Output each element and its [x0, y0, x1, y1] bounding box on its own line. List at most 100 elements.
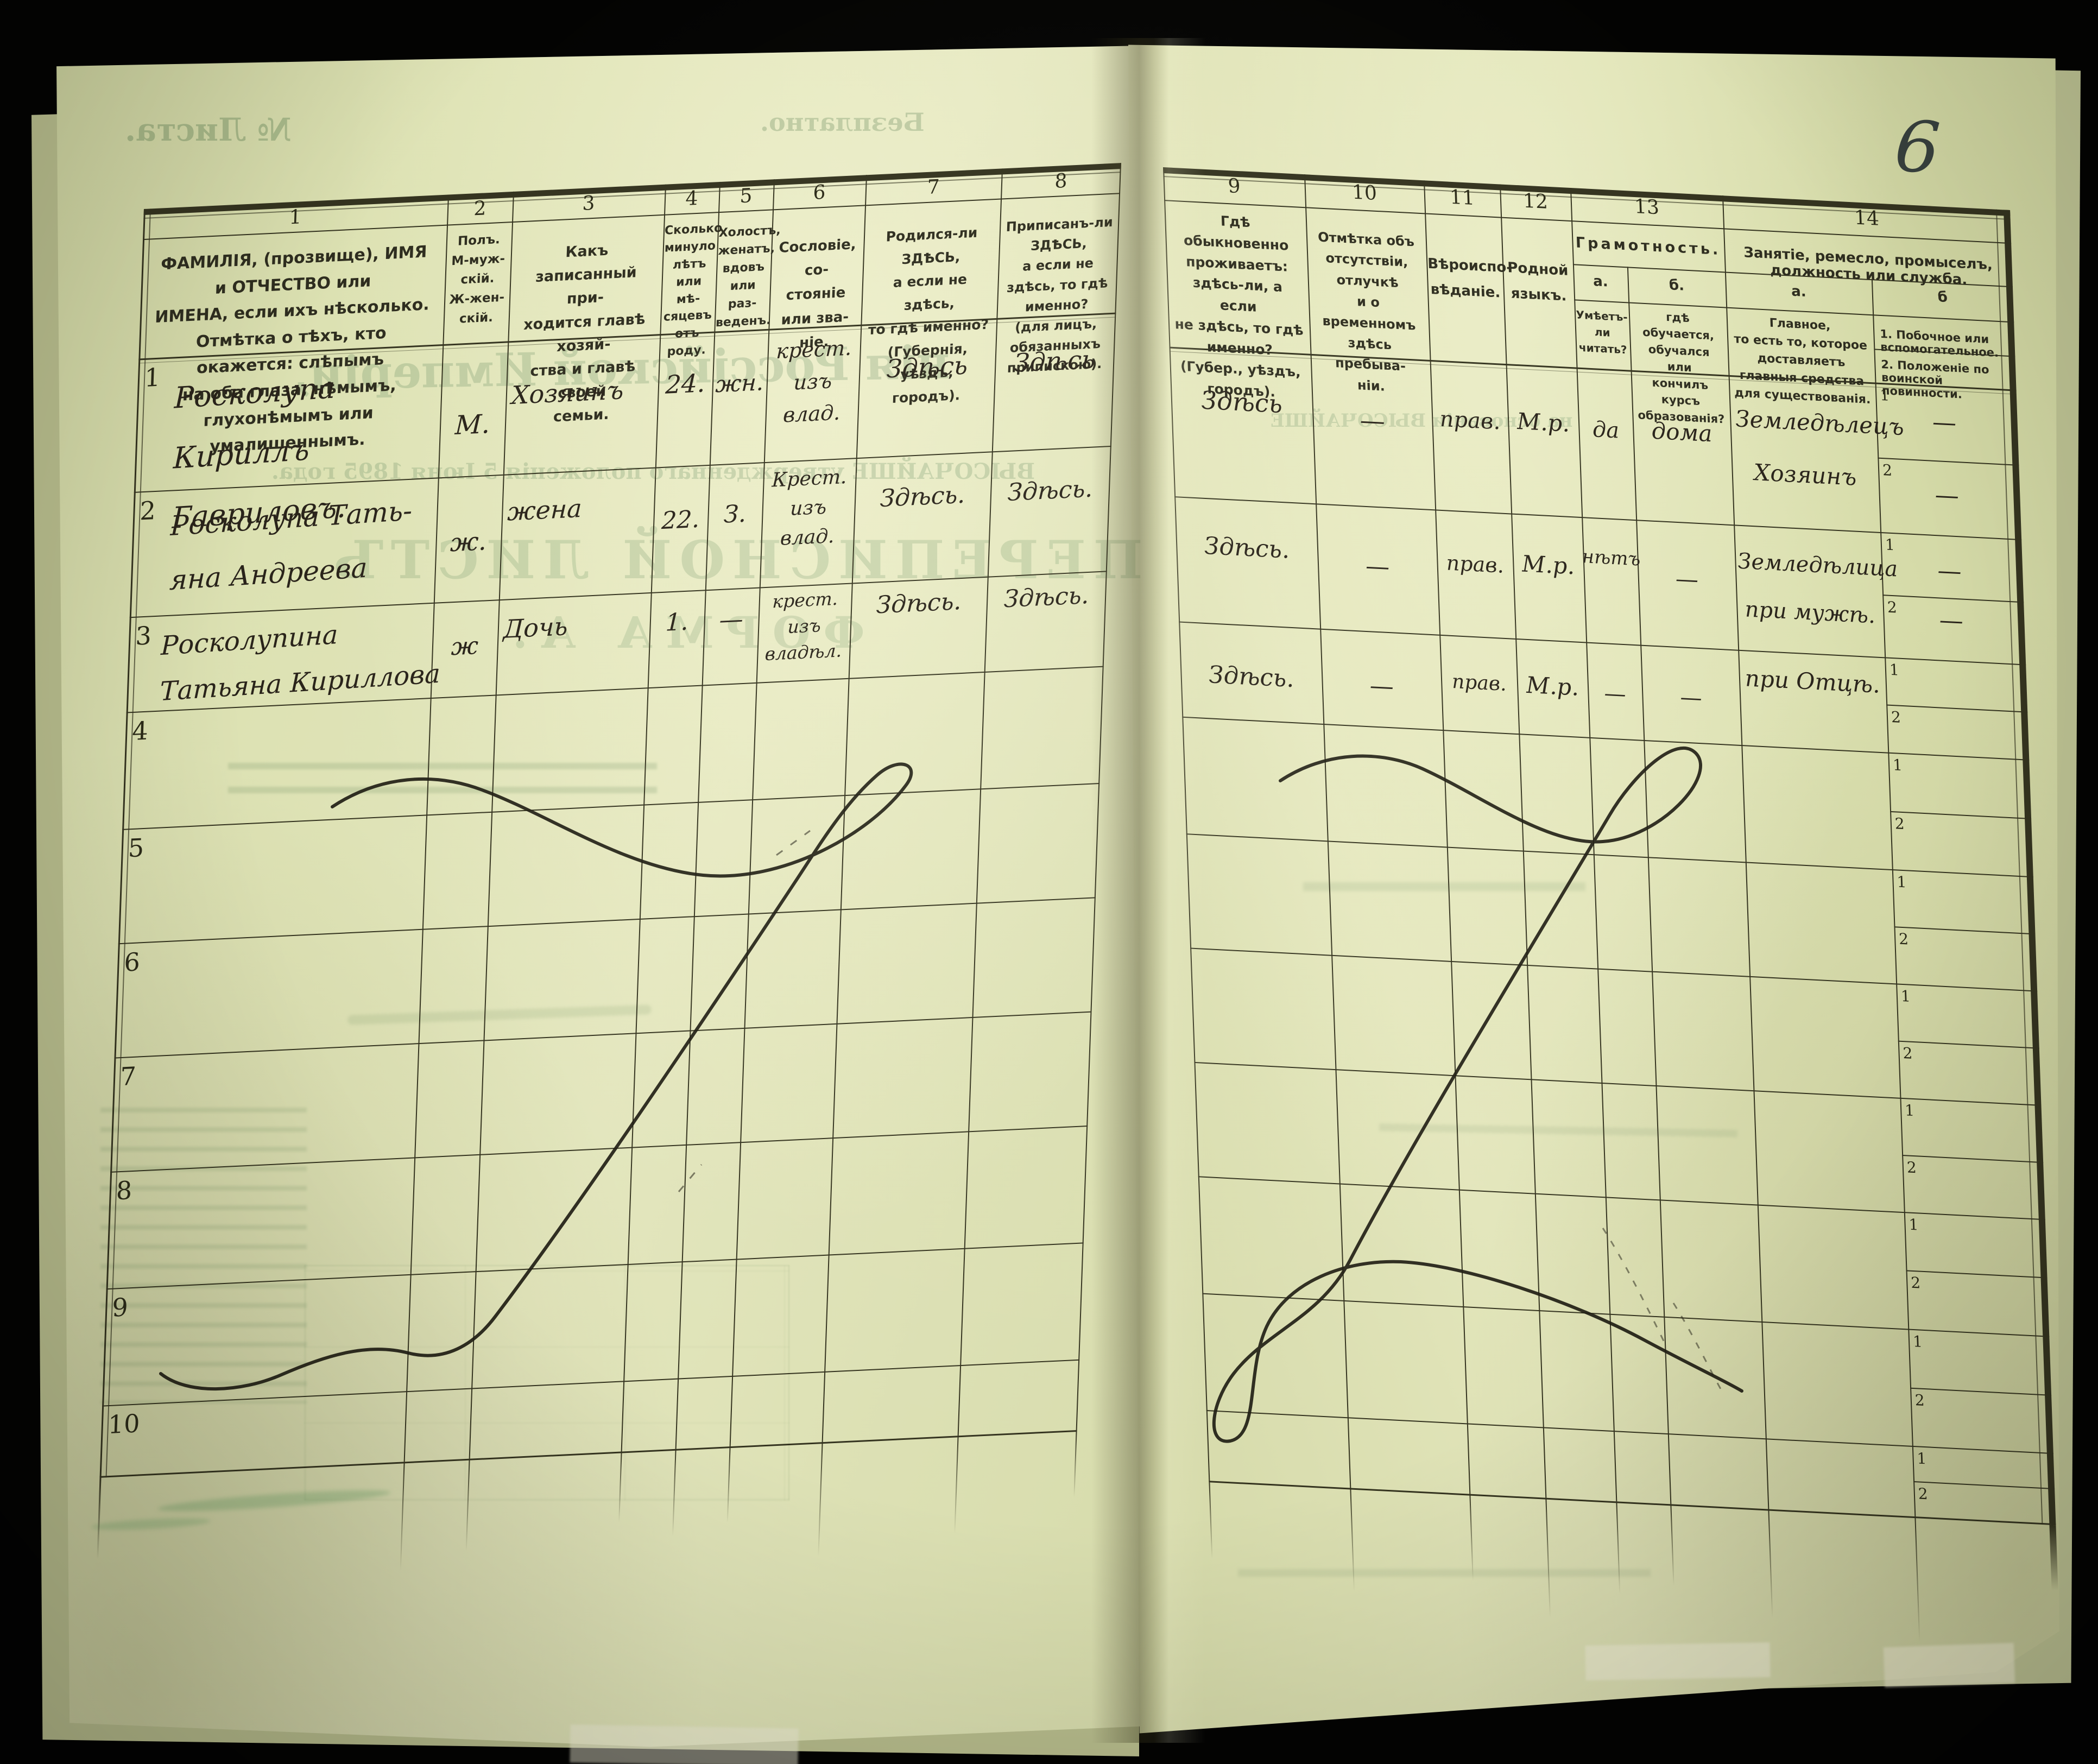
grid-line	[118, 897, 1096, 945]
entry-absence: —	[1359, 405, 1386, 436]
subrow-label: 1	[1896, 872, 1907, 892]
entry-religion: прав.	[1451, 670, 1507, 696]
grid-line-tail	[726, 1446, 731, 1523]
entry-language: М.р.	[1525, 671, 1579, 701]
entry-estate: крест. изъ владѣл.	[764, 587, 842, 665]
grid-line	[114, 1011, 1092, 1059]
entry-registered: Здѣсь	[1013, 344, 1096, 378]
grid-line-tail	[465, 1458, 470, 1552]
row-number: 4	[131, 716, 149, 747]
tape-patch	[1585, 1642, 1771, 1680]
grid-line-tail	[1616, 1501, 1621, 1594]
grid-line-tail	[1545, 1497, 1551, 1618]
subrow-label: 2	[1910, 1273, 1921, 1292]
subrow-label: 2	[1882, 461, 1893, 480]
entry-study: дома	[1651, 417, 1713, 447]
grid-line-tail	[818, 1442, 823, 1557]
entry-study: —	[1674, 565, 1699, 593]
entry-military: —	[1934, 480, 1960, 510]
paper-scrap	[570, 1724, 799, 1764]
column-number-4: 4	[685, 187, 699, 210]
grid-line	[102, 1359, 1080, 1407]
bleedthrough-free-label: Безплатно.	[760, 108, 925, 137]
subrow-label: 2	[1902, 1044, 1913, 1063]
entry-age: 1.	[665, 608, 689, 637]
entry-born: Здѣсь.	[879, 480, 966, 513]
subrow-label: 1	[1892, 756, 1903, 775]
subrow-label: 2	[1914, 1391, 1925, 1410]
header-col10: Отмѣтка объ отсутствіи, отлучкѣ и о врем…	[1317, 229, 1416, 394]
entry-estate: крест. изъ влад.	[775, 336, 852, 427]
grid-line-tail	[1768, 1509, 1773, 1618]
header-col4: Сколько минуло лѣтъ или мѣ- сяцевъ отъ р…	[663, 221, 723, 359]
grid-line	[1570, 187, 1617, 1502]
grid-line	[1194, 1061, 2042, 1106]
grid-line	[110, 1126, 1088, 1173]
entry-sex: М.	[454, 408, 491, 441]
entry-relation: Дочь	[502, 611, 568, 644]
entry-name: Росколупа Тать- яна Андреева	[169, 495, 413, 597]
subrow-label: 2	[1906, 1158, 1917, 1177]
grid-line	[1186, 833, 2033, 878]
column-number-11: 11	[1449, 186, 1475, 210]
page-number: 6	[1892, 104, 1943, 190]
entry-language: М.р.	[1521, 550, 1575, 580]
header-col13b: гдѣ обучается, обучался или кончилъ курс…	[1638, 310, 1725, 426]
row-number: 9	[111, 1292, 129, 1323]
header-col2: Полъ. М-муж- скій. Ж-жен- скій.	[448, 232, 505, 326]
row-number: 2	[139, 495, 156, 526]
subrow-label: 1	[1904, 1101, 1915, 1120]
grid-line-tail	[400, 1462, 405, 1571]
grid-line	[99, 1430, 1077, 1478]
bleedthrough-sheet-number: № Листа.	[125, 111, 292, 148]
header-col13a-label: а.	[1593, 273, 1609, 290]
entry-religion: прав.	[1445, 551, 1505, 578]
subrow-label: 2	[1891, 707, 1901, 726]
entry-resides: Здѣсь.	[1203, 532, 1290, 564]
grid-line	[469, 191, 514, 1459]
entry-reads: да	[1592, 417, 1620, 444]
census-table-right-page: 9 10 11 12 13 14 Гдѣ обыкновенно прожива…	[1163, 167, 2061, 1679]
entry-reads: —	[1603, 681, 1627, 707]
header-col11: Вѣроиспо- вѣданіе.	[1427, 255, 1513, 301]
row-number: 1	[144, 362, 161, 393]
entry-age: 22.	[661, 505, 700, 535]
grid-line-tail	[1670, 1504, 1674, 1586]
header-col13-group: Грамотность.	[1575, 234, 1721, 259]
entry-age: 24.	[665, 368, 706, 400]
entry-resides: Здѣсь.	[1208, 661, 1294, 693]
header-col9: Гдѣ обыкновенно проживаетъ: здѣсь-ли, а …	[1174, 213, 1304, 400]
entry-occupation: Земледѣлица при мужѣ.	[1737, 548, 1898, 629]
grid-line-tail	[1914, 1516, 1920, 1642]
grid-line	[1202, 1293, 2050, 1337]
row-number: 5	[127, 832, 145, 863]
grid-line	[1500, 184, 1547, 1498]
row-number: 7	[119, 1061, 137, 1092]
grid-line-tail	[1350, 1488, 1355, 1591]
row-number: 10	[107, 1408, 141, 1440]
entry-marital: —	[718, 605, 744, 635]
header-col14a-label: а.	[1791, 283, 1807, 301]
column-number-12: 12	[1522, 189, 1549, 213]
subrow-label: 2	[1918, 1484, 1929, 1503]
entry-religion: прав.	[1439, 406, 1501, 435]
column-number-2: 2	[473, 197, 487, 220]
entry-registered: Здѣсь.	[1003, 581, 1090, 614]
column-number-6: 6	[812, 181, 826, 204]
grid-line	[1190, 947, 2038, 992]
subrow-label: 1	[1885, 535, 1895, 554]
entry-sex: ж.	[450, 526, 488, 558]
subrow-label: 1	[1917, 1449, 1927, 1468]
row-number: 6	[123, 947, 141, 977]
census-table-left-page: 1 2 3 4 5 6 7 8 ФАМИЛІЯ, (прозвище), ИМЯ…	[94, 163, 1122, 1623]
header-col13b-label: б.	[1669, 277, 1685, 294]
row-number: 8	[115, 1175, 133, 1206]
entry-language: М.р.	[1516, 407, 1570, 437]
subrow-label: 2	[1894, 814, 1905, 833]
entry-name: Росколупина Татьяна Кириллова	[160, 619, 441, 707]
grid-line-tail	[1469, 1494, 1474, 1581]
header-col14b1: 1. Побочное или вспомогательное.	[1879, 327, 1999, 359]
entry-occupation: при Отцѣ.	[1744, 665, 1880, 698]
entry-absence: —	[1369, 672, 1394, 701]
